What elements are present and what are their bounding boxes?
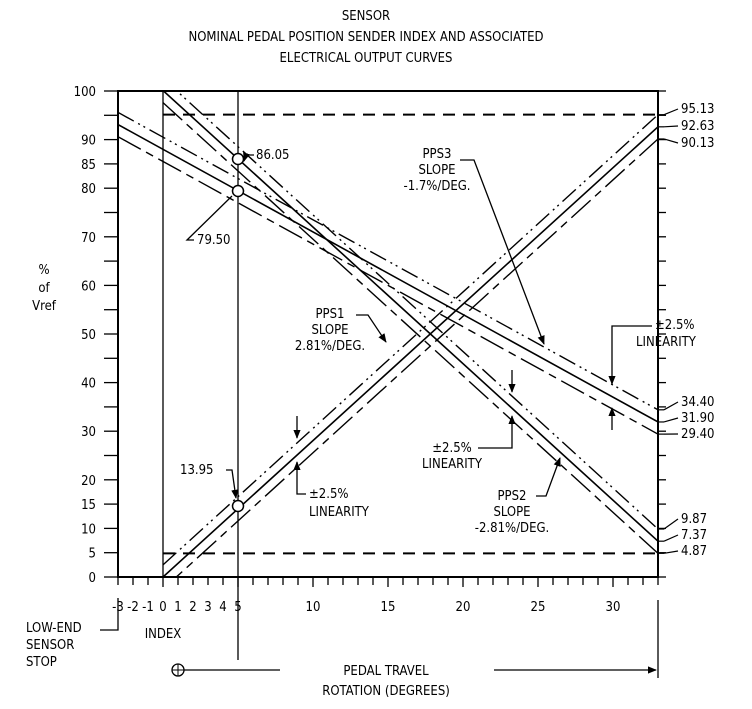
right-value-label-7-37: 7.37 [681,528,707,543]
linearity-word-left: LINEARITY [309,505,370,520]
point-marker-79-50 [231,184,245,198]
y-tick-label-40: 40 [81,377,96,392]
point-marker-13-95 [231,499,245,513]
right-value-label-34-40: 34.40 [681,395,714,410]
pps3-label: PPS3 [423,147,452,162]
pps2-upper-tolerance-line [175,91,658,530]
right-value-label-29-40: 29.40 [681,427,714,442]
right-value-label-9-87: 9.87 [681,512,707,527]
right-value-label-92-63: 92.63 [681,119,714,134]
x-tick-label-5: 5 [234,600,241,615]
low-end-stop-leader [100,598,119,631]
chart-title-line-2: NOMINAL PEDAL POSITION SENDER INDEX AND … [188,30,543,45]
right-value-label-95-13: 95.13 [681,102,714,117]
x-axis-label-line-1: PEDAL TRAVEL [343,664,429,679]
right-value-label-31-90: 31.90 [681,411,714,426]
plot-frame [117,90,659,578]
right-leader-b-2 [663,138,679,144]
right-leader-b-3 [663,401,679,411]
linearity-word-right: LINEARITY [636,335,697,350]
linearity-callout-right [608,325,652,385]
pps3-slope-word: SLOPE [418,163,455,178]
y-tick-label-85: 85 [81,158,96,173]
pps2-lower-tolerance-line [162,102,658,554]
linearity-word-middle: LINEARITY [422,457,483,472]
y-tick-label-0: 0 [89,571,96,586]
y-tick-label-60: 60 [81,279,96,294]
x-tick-label-10: 10 [306,600,321,615]
right-leader-b-8 [663,550,679,554]
pps1-slope-word: SLOPE [311,323,348,338]
right-value-label-4-87: 4.87 [681,544,707,559]
y-tick-label-20: 20 [81,474,96,489]
x-tick-label-1: 1 [174,600,181,615]
pps2-nominal-line [162,91,658,542]
linearity-pct-left: ±2.5% [309,487,349,502]
y-tick-label-15: 15 [81,498,96,513]
y-axis-label-line-1: % [38,263,49,278]
x-tick-label-15: 15 [381,600,396,615]
index-label: INDEX [145,627,182,642]
linearity-callout-middle [478,415,516,449]
y-tick-label-70: 70 [81,231,96,246]
point-label-13-95: 13.95 [180,463,213,478]
callout-86-05 [243,152,254,162]
point-marker-86-05 [231,152,245,166]
point-label-79-50: 79.50 [197,233,230,248]
pps3-slope-value: -1.7%/DEG. [403,179,470,194]
linearity-pct-middle: ±2.5% [432,441,472,456]
y-tick-label-100: 100 [74,85,96,100]
pps2-label: PPS2 [498,489,527,504]
pps1-slope-value: 2.81%/DEG. [295,339,365,354]
x-tick-label-20: 20 [456,600,471,615]
y-axis-label-line-2: of [38,281,50,296]
x-tick-label-25: 25 [531,600,546,615]
x-tick-label-3: 3 [204,600,211,615]
pps2-slope-value: -2.81%/DEG. [475,521,549,536]
right-leader-b-1 [663,125,679,128]
y-tick-label-50: 50 [81,328,96,343]
linearity-callout-left [293,461,306,495]
right-leader-b-4 [663,417,679,423]
low-end-label-line-3: STOP [26,655,57,670]
callout-13-95 [226,469,239,499]
callout-79-50 [185,195,233,241]
y-tick-label-10: 10 [81,522,96,537]
right-leader-b-0 [663,108,679,116]
y-tick-label-30: 30 [81,425,96,440]
pps3-upper-tolerance-line [118,111,658,411]
x-tick-label-0: 0 [159,600,166,615]
right-value-label-90-13: 90.13 [681,136,714,151]
pps2-slope-word: SLOPE [493,505,530,520]
x-tick-label-4: 4 [219,600,226,615]
pps1-label: PPS1 [316,307,345,322]
pps1-nominal-line [162,126,658,577]
pps2-callout [536,457,561,497]
pps3-lower-tolerance-line [118,136,658,435]
right-leader-b-7 [663,534,679,542]
y-tick-label-90: 90 [81,134,96,149]
pps1-callout [356,314,387,343]
y-tick-label-80: 80 [81,182,96,197]
chart-title-line-3: ELECTRICAL OUTPUT CURVES [280,51,453,66]
point-label-86-05: 86.05 [256,148,289,163]
pps3-callout [460,159,545,345]
low-end-label-line-1: LOW-END [26,621,82,636]
pps1-lower-tolerance-line [175,138,658,577]
linearity-pct-right: ±2.5% [655,318,695,333]
chart-title-line-1: SENSOR [342,9,390,24]
x-tick-label-2: 2 [189,600,196,615]
pps1-upper-tolerance-line [162,114,658,566]
x-tick-label--2: -2 [127,600,139,615]
low-end-label-line-2: SENSOR [26,638,74,653]
right-leader-b-6 [663,518,679,530]
x-tick-label--1: -1 [142,600,154,615]
y-tick-label-5: 5 [89,547,96,562]
pps3-nominal-line [118,123,658,423]
x-tick-label-30: 30 [606,600,621,615]
y-axis-label-line-3: Vref [32,299,57,314]
x-axis-label-line-2: ROTATION (DEGREES) [322,684,450,699]
